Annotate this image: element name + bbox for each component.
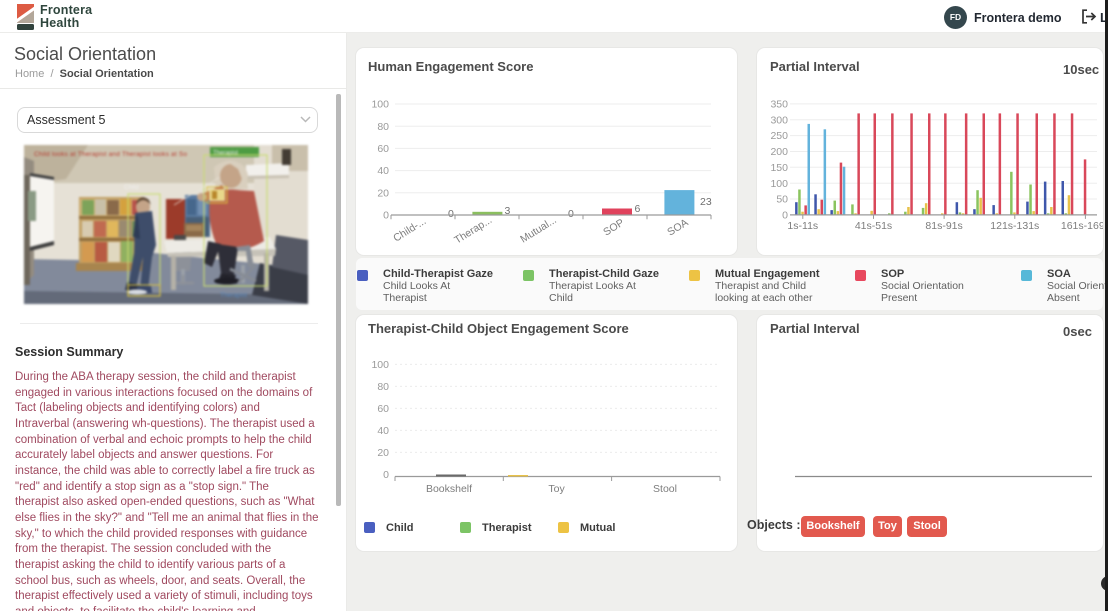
svg-text:Therap...: Therap... xyxy=(452,214,494,246)
svg-text:Therapist: Therapist xyxy=(482,522,532,534)
svg-text:Child: Child xyxy=(124,184,139,191)
svg-text:Therapist: Therapist xyxy=(220,292,247,299)
svg-text:Mutual: Mutual xyxy=(580,522,615,534)
svg-text:3: 3 xyxy=(505,205,511,217)
svg-text:23: 23 xyxy=(700,196,712,208)
svg-text:6: 6 xyxy=(635,203,641,215)
svg-text:0: 0 xyxy=(568,208,574,220)
svg-text:0: 0 xyxy=(383,210,389,222)
svg-text:161s-169s: 161s-169s xyxy=(1061,220,1103,232)
svg-text:250: 250 xyxy=(770,130,788,142)
svg-text:100: 100 xyxy=(371,99,389,111)
svg-text:SOA: SOA xyxy=(665,217,690,239)
svg-text:150: 150 xyxy=(770,162,788,174)
svg-text:Toy: Toy xyxy=(548,483,565,495)
svg-text:80: 80 xyxy=(377,381,389,393)
svg-text:20: 20 xyxy=(377,187,389,199)
svg-text:81s-91s: 81s-91s xyxy=(925,220,962,232)
svg-text:20: 20 xyxy=(377,447,389,459)
svg-text:100: 100 xyxy=(770,178,788,190)
svg-text:0: 0 xyxy=(448,208,454,220)
svg-text:50: 50 xyxy=(776,194,788,206)
svg-text:Mutual...: Mutual... xyxy=(518,214,559,246)
svg-text:Child-...: Child-... xyxy=(391,215,428,244)
svg-text:100: 100 xyxy=(371,359,389,371)
svg-text:1s-11s: 1s-11s xyxy=(787,220,818,232)
svg-text:350: 350 xyxy=(770,99,788,111)
svg-text:121s-131s: 121s-131s xyxy=(990,220,1039,232)
svg-text:41s-51s: 41s-51s xyxy=(855,220,892,232)
svg-text:0: 0 xyxy=(383,469,389,481)
svg-text:200: 200 xyxy=(770,146,788,158)
svg-text:0: 0 xyxy=(782,210,788,222)
svg-text:SOP: SOP xyxy=(601,217,626,239)
svg-text:Stool: Stool xyxy=(653,483,677,495)
svg-text:Bookshelf: Bookshelf xyxy=(426,483,472,495)
svg-text:Therapist: Therapist xyxy=(213,151,238,157)
svg-text:Child: Child xyxy=(386,522,414,534)
svg-text:60: 60 xyxy=(377,403,389,415)
svg-text:Child looks at Therapist and T: Child looks at Therapist and Therapist l… xyxy=(34,151,187,158)
svg-text:300: 300 xyxy=(770,114,788,126)
svg-text:40: 40 xyxy=(377,425,389,437)
svg-text:60: 60 xyxy=(377,143,389,155)
svg-text:80: 80 xyxy=(377,121,389,133)
svg-text:40: 40 xyxy=(377,165,389,177)
